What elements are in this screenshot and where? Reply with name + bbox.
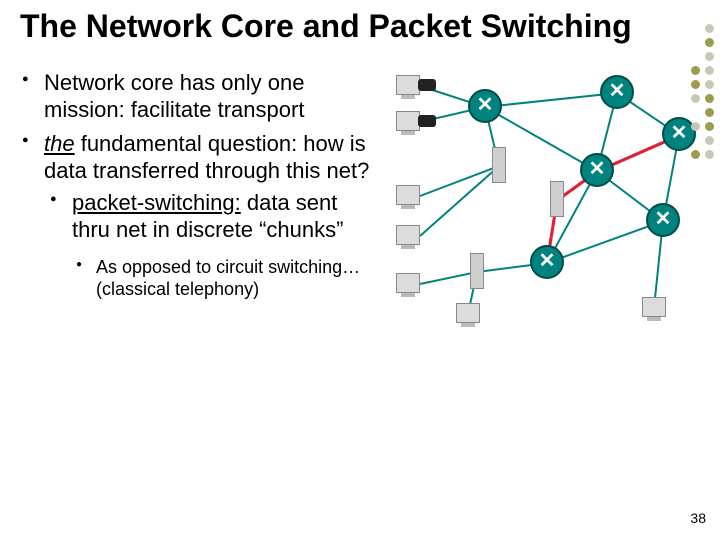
router-icon: ✕ bbox=[600, 75, 634, 109]
dot bbox=[705, 52, 714, 61]
router-icon: ✕ bbox=[530, 245, 564, 279]
server-icon bbox=[550, 181, 564, 217]
server-icon bbox=[492, 147, 506, 183]
dot bbox=[705, 150, 714, 159]
link bbox=[420, 165, 500, 197]
computer-icon bbox=[456, 303, 480, 323]
dot bbox=[705, 122, 714, 131]
dot bbox=[691, 66, 700, 75]
slide-title: The Network Core and Packet Switching bbox=[20, 8, 700, 45]
bullet-2-the: the bbox=[44, 131, 75, 156]
router-icon: ✕ bbox=[580, 153, 614, 187]
page-number: 38 bbox=[690, 510, 706, 526]
dot bbox=[705, 24, 714, 33]
computer-icon bbox=[396, 75, 420, 95]
bullet-2-rest: fundamental question: how is data transf… bbox=[44, 131, 369, 184]
sub1-term: packet-switching: bbox=[72, 190, 241, 215]
text-column: Network core has only one mission: facil… bbox=[20, 69, 380, 325]
dot bbox=[705, 94, 714, 103]
dot bbox=[705, 108, 714, 117]
sub-bullet-1: packet-switching: data sent thru net in … bbox=[44, 189, 380, 301]
computer-icon bbox=[396, 111, 420, 131]
router-icon: ✕ bbox=[646, 203, 680, 237]
computer-icon bbox=[642, 297, 666, 317]
dot bbox=[691, 122, 700, 131]
server-icon bbox=[470, 253, 484, 289]
computer-icon bbox=[396, 185, 420, 205]
subsub-bullet-1: As opposed to circuit switching… (classi… bbox=[72, 256, 380, 301]
link bbox=[420, 271, 477, 285]
dot bbox=[691, 150, 700, 159]
dot bbox=[691, 80, 700, 89]
bullet-1: Network core has only one mission: facil… bbox=[20, 69, 380, 124]
link bbox=[419, 165, 499, 236]
computer-icon bbox=[396, 273, 420, 293]
phone-icon bbox=[418, 115, 436, 127]
dot bbox=[691, 94, 700, 103]
link bbox=[485, 92, 617, 108]
dot bbox=[705, 136, 714, 145]
computer-icon bbox=[396, 225, 420, 245]
dot bbox=[705, 38, 714, 47]
dot bbox=[705, 66, 714, 75]
link bbox=[547, 220, 664, 264]
decorative-dots bbox=[691, 24, 714, 159]
router-icon: ✕ bbox=[468, 89, 502, 123]
bullet-2: the fundamental question: how is data tr… bbox=[20, 130, 380, 301]
network-diagram: ✕✕✕✕✕✕ bbox=[390, 69, 700, 325]
dot bbox=[705, 80, 714, 89]
phone-icon bbox=[418, 79, 436, 91]
